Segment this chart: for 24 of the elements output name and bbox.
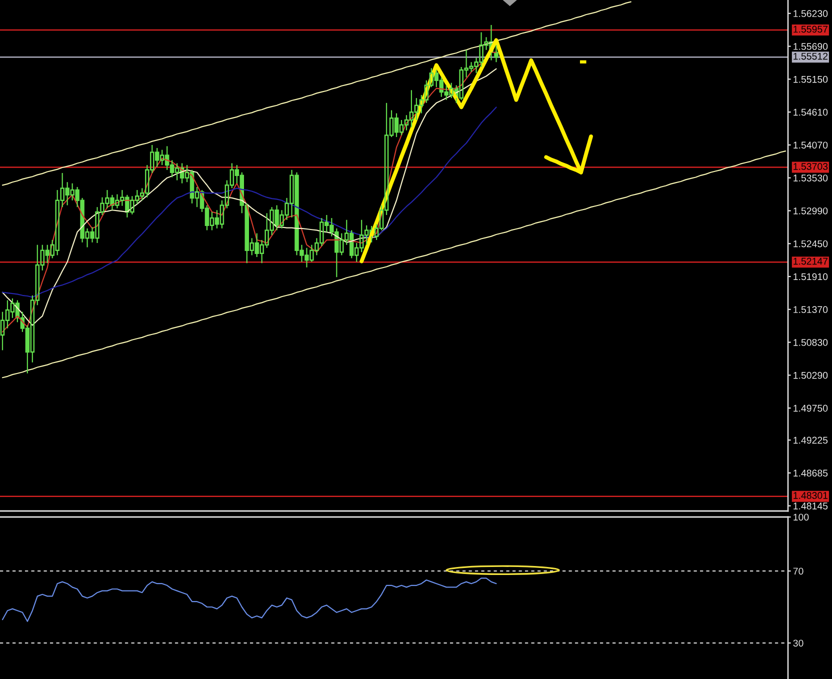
- y-tick-label: 1.55150: [794, 76, 828, 83]
- y-tick-label: 1.48145: [794, 502, 828, 510]
- y-tick-label: 1.54610: [794, 108, 828, 116]
- ref-line-label: 1.53703: [794, 163, 828, 170]
- y-tick-label: 70: [793, 568, 804, 575]
- y-tick-label: 30: [793, 640, 804, 647]
- y-tick-label: 1.52450: [794, 240, 828, 248]
- ref-line-label: 1.52147: [794, 258, 828, 265]
- y-tick-label: 1.51370: [794, 306, 828, 314]
- y-tick-label: 1.50830: [794, 339, 828, 346]
- ref-line-label: 1.55512: [794, 52, 828, 60]
- y-tick-label: 1.49225: [794, 436, 828, 444]
- y-tick-label: 1.52990: [794, 207, 828, 214]
- y-tick-label: 1.54070: [794, 142, 828, 149]
- y-tick-label: 1.55690: [794, 43, 828, 50]
- ref-line-label: 1.48301: [794, 492, 828, 499]
- y-tick-label: 1.50290: [794, 372, 828, 379]
- ref-line-label: 1.55957: [794, 26, 828, 33]
- y-tick-label: 1.51910: [794, 273, 828, 280]
- y-tick-label: 1.53530: [794, 174, 828, 182]
- y-tick-label: 1.49750: [794, 404, 828, 412]
- y-tick-label: 1.56230: [794, 10, 828, 18]
- y-tick-label: 1.48685: [794, 470, 828, 477]
- y-tick-label: 100: [794, 514, 809, 521]
